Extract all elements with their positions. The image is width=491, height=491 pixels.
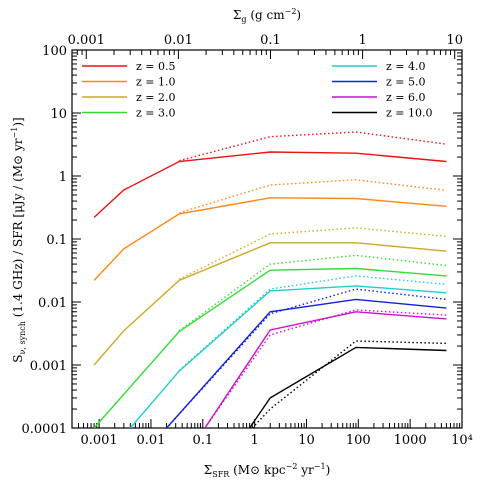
series-line-solid <box>249 346 447 428</box>
x-tick-label: 0.001 <box>80 433 117 448</box>
x-tick-label: 0.01 <box>136 433 165 448</box>
y-tick-label: 100 <box>42 44 67 59</box>
top-tick-label: 0.001 <box>68 33 105 48</box>
legend-label: z = 5.0 <box>386 76 426 89</box>
series-line-solid <box>93 151 447 218</box>
y-tick-label: 0.1 <box>46 233 67 248</box>
x-tick-label: 1000 <box>394 433 427 448</box>
y-tick-label: 10 <box>50 107 67 122</box>
series-line-dotted <box>178 227 447 280</box>
y-axis-title: Sν, synch (1.4 GHz) / SFR [μJy / (M⊙ yr−… <box>10 117 27 362</box>
series-line-dotted <box>178 254 447 332</box>
legend-label: z = 0.5 <box>136 60 176 73</box>
x-tick-label: 0.1 <box>192 433 213 448</box>
legend-label: z = 6.0 <box>386 91 426 104</box>
top-axis-title: Σg (g cm−2) <box>233 7 301 24</box>
x-tick-label: 10 <box>298 433 315 448</box>
legend-label: z = 10.0 <box>386 107 433 120</box>
series-line-dotted <box>204 309 447 428</box>
top-tick-label: 0.01 <box>164 33 193 48</box>
series-line-dotted <box>179 131 447 162</box>
axis-ticks <box>71 49 463 429</box>
series-line-solid <box>93 242 447 366</box>
x-axis-title: ΣSFR (M⊙ kpc−2 yr−1) <box>204 462 331 479</box>
legend-label: z = 3.0 <box>136 107 176 120</box>
legend-label: z = 4.0 <box>386 60 426 73</box>
y-tick-label: 0.001 <box>30 359 67 374</box>
series-line-solid <box>93 267 447 428</box>
series-line-solid <box>93 197 447 281</box>
series-lines <box>93 131 447 428</box>
y-tick-label: 0.01 <box>38 296 67 311</box>
legend-label: z = 1.0 <box>136 76 176 89</box>
top-tick-label: 0.1 <box>260 33 281 48</box>
y-tick-label: 0.0001 <box>22 422 68 437</box>
legend-label: z = 2.0 <box>136 91 176 104</box>
legend: z = 0.5 z = 1.0 z = 2.0 z = 3.0 z = 4.0 z = 5… <box>82 60 433 120</box>
top-tick-label: 1 <box>358 33 366 48</box>
top-tick-label: 10 <box>446 33 463 48</box>
x-tick-label: 100 <box>346 433 371 448</box>
series-line-dotted <box>178 179 447 214</box>
series-line-solid <box>166 298 447 428</box>
series-line-solid <box>129 285 447 428</box>
x-tick-label: 1 <box>250 433 258 448</box>
x-tick-label: 10⁴ <box>451 433 473 448</box>
series-line-solid <box>204 311 447 428</box>
series-line-dotted <box>178 275 447 371</box>
series-line-dotted <box>251 340 447 428</box>
y-tick-label: 1 <box>59 170 67 185</box>
series-line-dotted <box>166 288 447 428</box>
